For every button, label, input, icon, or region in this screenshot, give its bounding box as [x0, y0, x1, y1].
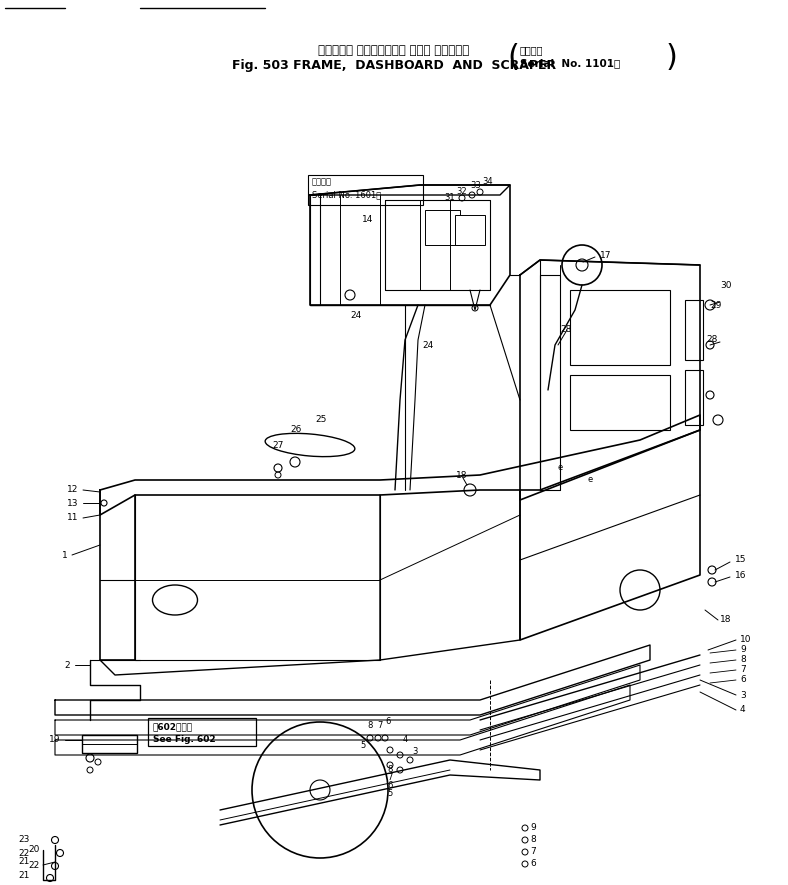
Bar [570, 375, 670, 430]
Text: 3: 3 [412, 748, 418, 757]
Text: 24: 24 [422, 341, 433, 350]
Text: 6: 6 [385, 718, 391, 727]
Text: フレーム， ダッシュボード および スクレーパ: フレーム， ダッシュボード および スクレーパ [318, 43, 470, 57]
Text: 15: 15 [735, 556, 746, 565]
Text: 22: 22 [19, 849, 30, 858]
Bar [148, 718, 256, 746]
Text: 18: 18 [456, 471, 467, 480]
Text: 13: 13 [66, 498, 78, 507]
Text: 28: 28 [560, 326, 572, 335]
Text: 4: 4 [740, 705, 745, 714]
Text: (: ( [507, 42, 519, 72]
Text: 7: 7 [530, 848, 536, 857]
Text: ): ) [666, 42, 678, 72]
Text: 7: 7 [388, 773, 392, 782]
Text: 2: 2 [65, 660, 70, 669]
Text: 14: 14 [362, 216, 374, 225]
Text: 11: 11 [66, 513, 78, 522]
Text: 21: 21 [19, 858, 30, 866]
Text: 5: 5 [388, 789, 392, 798]
Text: 31: 31 [444, 194, 455, 203]
Text: 16: 16 [735, 571, 746, 580]
Bar [82, 735, 137, 753]
Text: See Fig. 602: See Fig. 602 [153, 735, 216, 743]
Text: 5: 5 [360, 741, 366, 750]
Text: 適用号機: 適用号機 [520, 45, 544, 55]
Text: 22: 22 [28, 860, 40, 869]
Bar [425, 210, 460, 245]
Text: 9: 9 [530, 824, 536, 833]
Text: e: e [557, 464, 563, 473]
Bar [308, 175, 423, 205]
Text: Serial No. 1601～: Serial No. 1601～ [312, 190, 381, 199]
Text: 適用号機: 適用号機 [312, 178, 332, 187]
Text: 23: 23 [19, 835, 30, 844]
Text: 7: 7 [377, 721, 383, 730]
Text: 6: 6 [530, 859, 536, 868]
Text: 8: 8 [367, 721, 373, 730]
Text: 34: 34 [483, 178, 493, 187]
Text: 24: 24 [350, 311, 361, 319]
Text: 1: 1 [62, 550, 68, 559]
Text: 27: 27 [272, 441, 284, 450]
Text: 18: 18 [720, 615, 731, 625]
Text: 20: 20 [28, 845, 40, 855]
Text: 図602図参照: 図602図参照 [153, 722, 193, 732]
Text: 6: 6 [388, 781, 392, 790]
Text: e: e [587, 475, 593, 484]
Text: 26: 26 [290, 426, 301, 435]
Text: 8: 8 [740, 656, 745, 665]
Bar [455, 215, 485, 245]
Text: 28: 28 [707, 335, 718, 344]
Text: 3: 3 [740, 690, 745, 699]
Bar [685, 300, 703, 360]
Text: 8: 8 [530, 835, 536, 844]
Text: 33: 33 [470, 181, 481, 190]
Text: Fig. 503 FRAME,  DASHBOARD  AND  SCRAPER: Fig. 503 FRAME, DASHBOARD AND SCRAPER [232, 58, 556, 72]
Text: 6: 6 [740, 675, 745, 684]
Bar [570, 290, 670, 365]
Text: 9: 9 [740, 645, 745, 655]
Text: 21: 21 [19, 871, 30, 880]
Text: 19: 19 [49, 735, 60, 744]
Text: 10: 10 [740, 635, 752, 644]
Text: 32: 32 [457, 188, 467, 196]
Text: Serial  No. 1101～: Serial No. 1101～ [520, 58, 620, 68]
Text: 4: 4 [403, 735, 407, 744]
Text: 12: 12 [67, 486, 78, 495]
Text: 25: 25 [315, 415, 326, 425]
Text: 17: 17 [600, 250, 611, 259]
Bar [685, 370, 703, 425]
Text: 7: 7 [740, 666, 745, 674]
Text: 30: 30 [720, 281, 731, 289]
Text: 8: 8 [388, 766, 392, 774]
Text: 29: 29 [710, 301, 721, 310]
